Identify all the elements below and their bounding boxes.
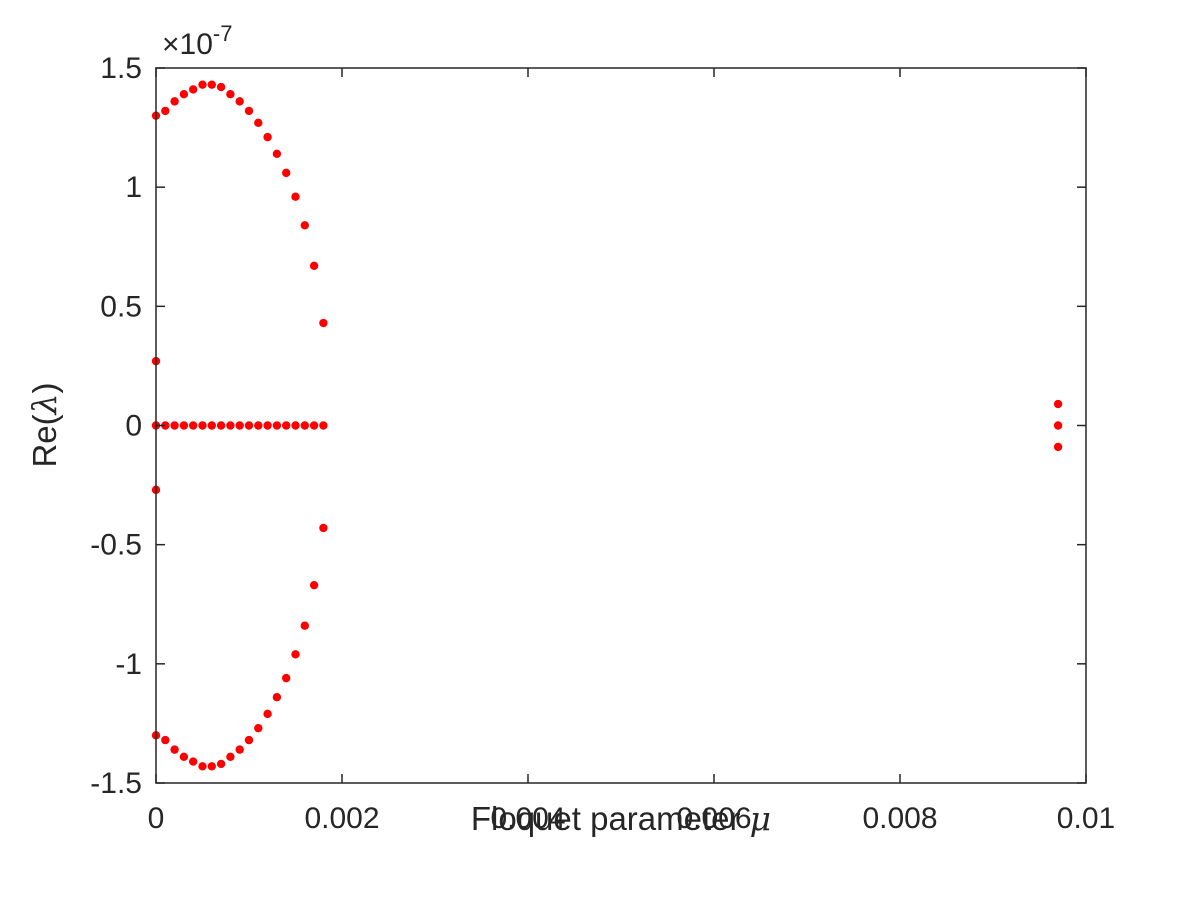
data-point [198, 421, 207, 430]
x-axis-label: Floquet parameter μ [471, 799, 771, 838]
data-point [1053, 421, 1063, 430]
data-point [254, 118, 263, 128]
data-point [179, 90, 189, 99]
y-tick-label: -1.5 [90, 767, 142, 800]
data-point [272, 421, 282, 430]
data-point [216, 421, 226, 430]
data-point [226, 90, 235, 99]
data-point [291, 650, 300, 659]
data-point [272, 693, 282, 702]
data-point [198, 80, 207, 89]
data-point [235, 97, 244, 106]
x-tick-label: 0.008 [862, 802, 937, 835]
data-point [263, 421, 272, 430]
y-tick-labels: -1.5 -1 -0.5 0 0.5 1 1.5 [90, 52, 142, 800]
data-point [309, 261, 319, 271]
data-point [300, 221, 309, 230]
data-point [272, 149, 282, 158]
data-point [309, 580, 319, 590]
x-tick-label: 0 [148, 802, 165, 835]
data-point [170, 421, 179, 430]
y-exponent-label: ×10-7 [162, 21, 232, 61]
data-point [170, 97, 179, 106]
data-point [319, 523, 328, 533]
data-point [189, 757, 198, 766]
data-point [319, 318, 328, 328]
data-point [1053, 399, 1063, 409]
axis-ticks [155, 67, 1087, 784]
data-point [282, 168, 291, 178]
data-point [291, 192, 300, 201]
data-point [179, 421, 189, 430]
data-point [300, 621, 309, 630]
data-point [254, 723, 263, 733]
data-point [300, 421, 309, 430]
data-point [226, 421, 235, 430]
y-tick-label: 0.5 [100, 290, 142, 323]
data-point [179, 752, 189, 761]
data-point [189, 85, 198, 94]
data-point [244, 421, 254, 430]
y-tick-label: -0.5 [90, 529, 142, 562]
data-points [151, 80, 1063, 771]
data-point [235, 421, 244, 430]
data-point [170, 745, 179, 754]
data-point [319, 421, 328, 430]
data-point [309, 421, 319, 430]
x-tick-label: 0.01 [1057, 802, 1115, 835]
y-tick-label: -1 [115, 648, 142, 681]
data-point [161, 735, 170, 745]
data-point [207, 421, 216, 430]
data-point [235, 745, 244, 754]
data-point [226, 752, 235, 761]
data-point [244, 735, 254, 745]
data-point [216, 82, 226, 92]
data-point [207, 80, 216, 89]
data-point [1053, 442, 1063, 452]
data-point [282, 421, 291, 430]
data-point [254, 421, 263, 430]
data-point [198, 762, 207, 771]
data-point [291, 421, 300, 430]
x-tick-labels: 0 0.002 0.004 0.006 0.008 0.01 [148, 802, 1116, 835]
data-point [216, 759, 226, 769]
data-point [161, 421, 170, 430]
data-point [189, 421, 198, 430]
data-point [263, 132, 272, 142]
x-tick-label: 0.004 [490, 802, 565, 835]
data-point [244, 106, 254, 116]
y-tick-label: 1 [125, 171, 142, 204]
data-point [207, 762, 216, 771]
y-tick-label: 0 [125, 410, 142, 443]
data-point [161, 106, 170, 116]
data-point [263, 709, 272, 719]
x-tick-label: 0.002 [304, 802, 379, 835]
y-tick-label: 1.5 [100, 52, 142, 85]
y-axis-label: Re(λ) [25, 382, 64, 467]
data-point [282, 673, 291, 683]
x-tick-label: 0.006 [676, 802, 751, 835]
